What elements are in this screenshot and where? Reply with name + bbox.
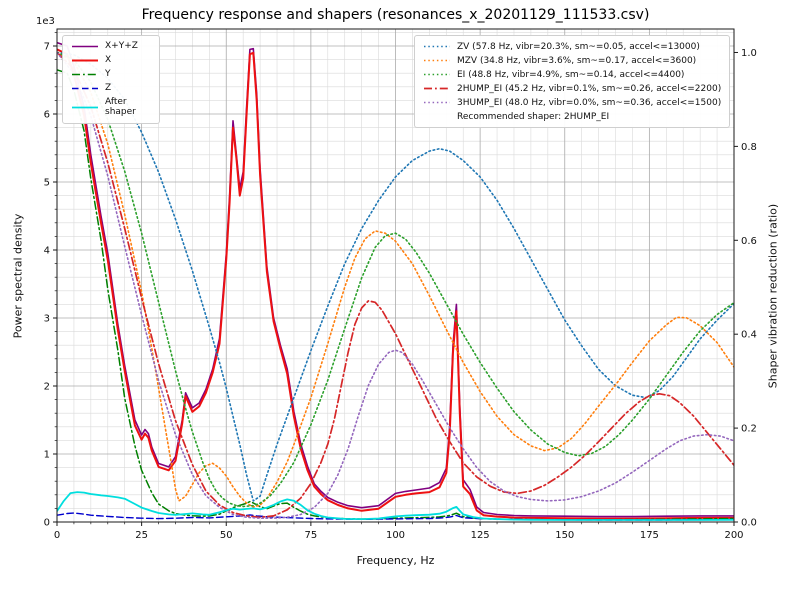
legend-line-swatch — [424, 45, 450, 48]
series-3HUMP_EI — [57, 51, 734, 519]
tick-label: 25 — [135, 530, 148, 541]
grid — [56, 29, 735, 523]
legend-label: Y — [105, 69, 111, 80]
y-right-axis-label: Shaper vibration reduction (ratio) — [766, 203, 780, 389]
legend-label: ZV (57.8 Hz, vibr=20.3%, sm~=0.05, accel… — [457, 41, 700, 52]
tick-label: 75 — [305, 530, 318, 541]
legend-label: MZV (34.8 Hz, vibr=3.6%, sm~=0.17, accel… — [457, 55, 697, 66]
legend-label: EI (48.8 Hz, vibr=4.9%, sm~=0.14, accel<… — [457, 69, 685, 80]
chart-title: Frequency response and shapers (resonanc… — [141, 7, 650, 23]
tick-label: 175 — [640, 530, 659, 541]
legend-line-swatch — [72, 45, 98, 48]
tick-label: 1 — [44, 450, 50, 461]
legend-spacer — [423, 111, 451, 122]
psd-legend: X+Y+Z X Y Z After shaper — [62, 35, 160, 124]
legend-line-swatch — [72, 73, 98, 76]
tick-label: 6 — [44, 110, 50, 121]
curves — [57, 41, 734, 521]
tick-label: 3 — [44, 314, 50, 325]
series-EI — [57, 51, 734, 508]
legend-label: 2HUMP_EI (45.2 Hz, vibr=0.1%, sm~=0.26, … — [457, 83, 722, 94]
legend-item: After shaper — [71, 97, 151, 118]
legend-label: Recommended shaper: 2HUMP_EI — [457, 111, 610, 122]
tick-label: 0 — [54, 530, 60, 541]
tick-label: 200 — [724, 530, 743, 541]
legend-label: X+Y+Z — [105, 41, 138, 52]
legend-line-swatch — [424, 87, 450, 90]
tick-label: 2 — [44, 382, 50, 393]
legend-line-swatch — [72, 106, 98, 109]
legend-item: MZV (34.8 Hz, vibr=3.6%, sm~=0.17, accel… — [423, 55, 721, 66]
tick-label: 100 — [386, 530, 405, 541]
legend-item: 3HUMP_EI (48.0 Hz, vibr=0.0%, sm~=0.36, … — [423, 97, 721, 108]
tick-label: 0.4 — [741, 330, 757, 341]
legend-item: Recommended shaper: 2HUMP_EI — [423, 111, 721, 122]
x-axis-label: Frequency, Hz — [356, 554, 435, 567]
tick-label: 50 — [220, 530, 233, 541]
tick-label: 7 — [44, 42, 50, 53]
tick-label: 5 — [44, 178, 50, 189]
legend-item: Z — [71, 83, 151, 94]
series-ZV — [57, 51, 734, 502]
tick-label: 0.0 — [741, 518, 757, 529]
legend-label: 3HUMP_EI (48.0 Hz, vibr=0.0%, sm~=0.36, … — [457, 97, 722, 108]
legend-item: Y — [71, 69, 151, 80]
legend-label: After shaper — [105, 97, 136, 118]
legend-line-swatch — [72, 59, 98, 62]
tick-label: 150 — [555, 530, 574, 541]
legend-label: Z — [105, 83, 112, 94]
legend-item: EI (48.8 Hz, vibr=4.9%, sm~=0.14, accel<… — [423, 69, 721, 80]
tick-label: 0.8 — [741, 142, 757, 153]
series-2HUMP_EI — [57, 51, 734, 519]
series-X — [57, 48, 734, 520]
legend-item: X — [71, 55, 151, 66]
tick-label: 4 — [44, 246, 50, 257]
tick-label: 125 — [471, 530, 490, 541]
y-left-axis-label: Power spectral density — [11, 213, 25, 339]
tick-label: 0 — [44, 518, 50, 529]
legend-item: 2HUMP_EI (45.2 Hz, vibr=0.1%, sm~=0.26, … — [423, 83, 721, 94]
shaper-legend: ZV (57.8 Hz, vibr=20.3%, sm~=0.05, accel… — [414, 35, 731, 128]
y-axis-offset-label: 1e3 — [36, 16, 55, 27]
legend-line-swatch — [424, 73, 450, 76]
tick-label: 0.2 — [741, 424, 757, 435]
legend-item: ZV (57.8 Hz, vibr=20.3%, sm~=0.05, accel… — [423, 41, 721, 52]
legend-line-swatch — [72, 87, 98, 90]
series-After-shaper — [57, 491, 734, 521]
legend-line-swatch — [424, 101, 450, 104]
tick-label: 1.0 — [741, 48, 757, 59]
series-MZV — [57, 51, 734, 508]
legend-label: X — [105, 55, 112, 66]
legend-item: X+Y+Z — [71, 41, 151, 52]
ticks: 0 25 50 75 100 125 150 175 200 0 1 2 3 4 5 6 7 0.0 0.2 0.4 0… — [44, 32, 757, 541]
tick-label: 0.6 — [741, 236, 757, 247]
legend-line-swatch — [424, 59, 450, 62]
